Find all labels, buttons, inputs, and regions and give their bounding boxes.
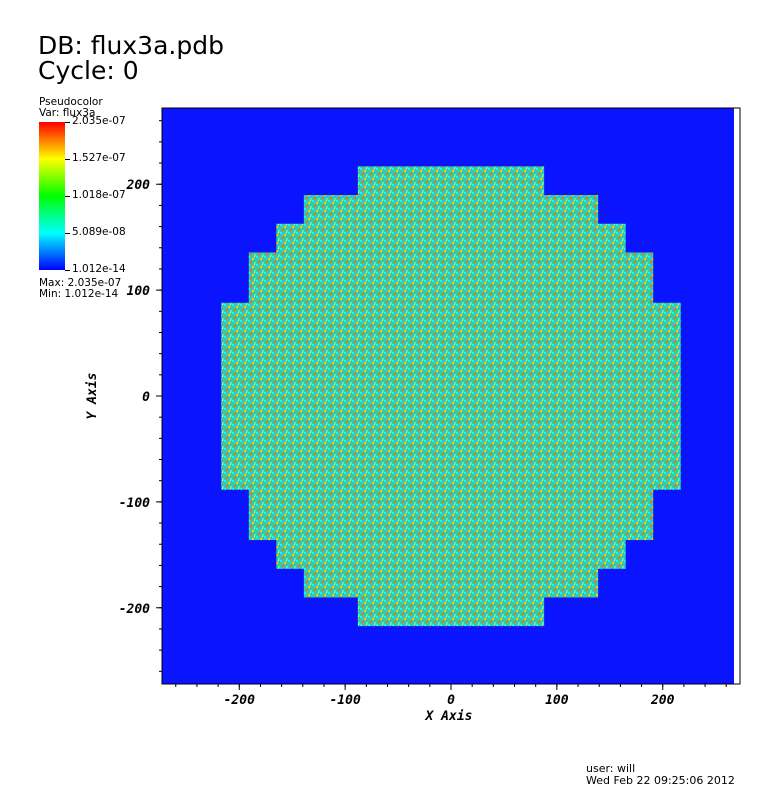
legend-tick (65, 233, 70, 234)
plot-edge-strip (734, 108, 740, 684)
legend-tick-label: 2.035e-07 (72, 115, 126, 127)
x-tick-label: -100 (329, 693, 360, 708)
x-tick-label: 200 (650, 693, 675, 708)
title-block: DB: flux3a.pdb Cycle: 0 (38, 33, 224, 83)
core-row-6 (276, 539, 626, 569)
legend-tick-label: 1.012e-14 (72, 263, 126, 275)
y-tick-label: -200 (119, 602, 150, 617)
legend-tick (65, 196, 70, 197)
user-name: user: will (586, 762, 636, 775)
core-region (221, 166, 681, 627)
core-row-8 (357, 596, 545, 627)
core-row-0 (357, 166, 545, 196)
legend-tick (65, 159, 70, 160)
cycle-title: Cycle: 0 (38, 56, 139, 85)
timestamp: Wed Feb 22 09:25:06 2012 (586, 774, 735, 787)
legend-tick-label: 5.089e-08 (72, 226, 126, 238)
legend-tick (65, 270, 70, 271)
y-tick-label: 0 (142, 390, 150, 405)
legend-tick (65, 122, 70, 123)
y-tick-label: 100 (127, 284, 151, 299)
legend-min: Min: 1.012e-14 (39, 288, 119, 300)
x-tick-label: 100 (545, 693, 569, 708)
core-row-4 (221, 302, 681, 490)
core-row-1 (303, 195, 599, 225)
legend-tick-label: 1.018e-07 (72, 189, 126, 201)
legend-var: Var: flux3a (39, 107, 96, 119)
core-row-5 (248, 489, 654, 541)
db-title: DB: flux3a.pdb (38, 31, 224, 60)
core-row-3 (248, 252, 654, 304)
x-tick-label: -200 (224, 693, 255, 708)
legend-tick-label: 1.527e-07 (72, 152, 126, 164)
y-tick-label: 200 (126, 178, 151, 193)
core-row-2 (276, 223, 626, 253)
x-axis-label: X Axis (425, 709, 473, 724)
user-info: user: will Wed Feb 22 09:25:06 2012 (586, 763, 735, 787)
core-row-7 (303, 568, 599, 598)
x-tick-label: 0 (447, 693, 455, 708)
axes: -200 -100 0 100 200 200 100 0 -100 -200 (119, 120, 727, 708)
legend-max: Max: 2.035e-07 (39, 277, 122, 289)
legend-color-bar (39, 122, 65, 270)
legend-plot-type: Pseudocolor (39, 96, 103, 108)
y-tick-label: -100 (119, 496, 150, 511)
y-axis-label: Y Axis (85, 373, 100, 420)
